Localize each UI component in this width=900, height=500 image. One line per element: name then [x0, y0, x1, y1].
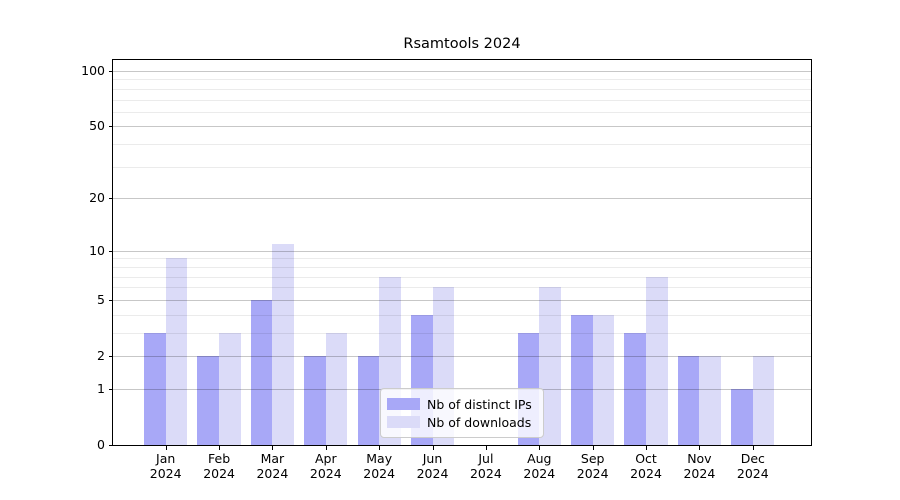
bar-downloads [325, 332, 348, 445]
x-tick-mark [325, 446, 327, 450]
x-tick-mark [699, 446, 701, 450]
y-tick-mark [109, 198, 113, 200]
y-tick-label: 50 [89, 118, 105, 134]
gridline-minor [113, 99, 811, 101]
x-tick-label: Dec 2024 [736, 451, 769, 481]
y-tick-label: 1 [97, 380, 105, 396]
x-tick-label: Oct 2024 [630, 451, 662, 481]
bar-downloads [752, 355, 775, 445]
legend-item-downloads: Nb of downloads [387, 413, 535, 431]
gridline-minor [113, 332, 811, 334]
x-tick-label: Sep 2024 [576, 451, 609, 481]
x-tick-mark [485, 446, 487, 450]
gridline-minor [113, 276, 811, 278]
bar-distinct-ips [731, 388, 753, 445]
y-tick-label: 0 [97, 437, 105, 452]
bar-distinct-ips [624, 332, 647, 445]
bar-downloads [539, 287, 561, 445]
y-tick-mark [109, 388, 113, 390]
y-tick-label: 2 [97, 348, 105, 363]
plot-area [112, 59, 812, 446]
gridline-minor [113, 111, 811, 113]
legend: Nb of distinct IPs Nb of downloads [380, 388, 544, 438]
x-tick-label: Apr 2024 [309, 451, 342, 481]
x-tick-mark [219, 446, 221, 450]
bar-distinct-ips [357, 355, 380, 445]
y-tick-label: 5 [97, 291, 105, 307]
x-tick-label: Aug 2024 [523, 451, 556, 481]
bar-downloads [165, 258, 188, 445]
legend-swatch-distinct-ips [387, 398, 420, 410]
x-tick-mark [432, 446, 434, 450]
y-tick-label: 10 [89, 242, 105, 258]
x-tick-mark [272, 446, 274, 450]
y-tick-mark [109, 71, 113, 72]
y-tick-label: 20 [89, 190, 105, 206]
y-tick-mark [109, 250, 113, 252]
bar-downloads [219, 332, 241, 445]
gridline-minor [113, 314, 811, 316]
gridline-minor [113, 88, 811, 90]
x-tick-label: Jan 2024 [149, 451, 182, 481]
x-tick-mark [165, 446, 167, 450]
gridline-minor [113, 287, 811, 289]
bar-distinct-ips [250, 299, 273, 445]
x-tick-mark [752, 446, 754, 450]
bar-distinct-ips [197, 355, 220, 445]
gridline-minor [113, 144, 811, 146]
chart-title: Rsamtools 2024 [403, 36, 521, 52]
bar-distinct-ips [677, 355, 700, 445]
x-tick-mark [646, 446, 647, 450]
legend-label-downloads: Nb of downloads [427, 414, 532, 430]
x-tick-label: Mar 2024 [256, 451, 289, 481]
x-tick-label: May 2024 [363, 451, 396, 481]
x-tick-mark [539, 446, 541, 450]
bar-downloads [272, 243, 295, 445]
gridline-minor [113, 166, 811, 168]
legend-label-distinct-ips: Nb of distinct IPs [427, 396, 532, 412]
y-tick-label: 100 [81, 63, 105, 78]
gridline-major [113, 126, 811, 128]
bar-distinct-ips [571, 314, 593, 445]
bar-distinct-ips [144, 332, 166, 445]
gridline-minor [113, 266, 811, 268]
legend-item-distinct-ips: Nb of distinct IPs [387, 395, 535, 413]
gridline-major [113, 356, 811, 357]
x-tick-mark [379, 446, 381, 450]
y-tick-mark [109, 299, 113, 301]
legend-swatch-downloads [387, 416, 420, 428]
bar-downloads [592, 314, 615, 445]
x-tick-label: Feb 2024 [203, 451, 235, 481]
y-tick-mark [109, 356, 113, 357]
gridline-minor [113, 258, 811, 260]
x-tick-label: Nov 2024 [683, 451, 716, 481]
x-tick-label: Jul 2024 [469, 451, 502, 481]
gridline-major [113, 299, 811, 301]
gridline-major [113, 198, 811, 200]
gridline-major [113, 250, 811, 252]
bar-downloads [699, 355, 721, 445]
y-tick-mark [109, 445, 113, 446]
x-tick-label: Jun 2024 [416, 451, 449, 481]
bar-distinct-ips [304, 355, 326, 445]
bar-downloads [646, 276, 668, 445]
y-tick-mark [109, 126, 113, 128]
x-tick-mark [592, 446, 594, 450]
gridline-major [113, 71, 811, 72]
gridline-minor [113, 79, 811, 81]
